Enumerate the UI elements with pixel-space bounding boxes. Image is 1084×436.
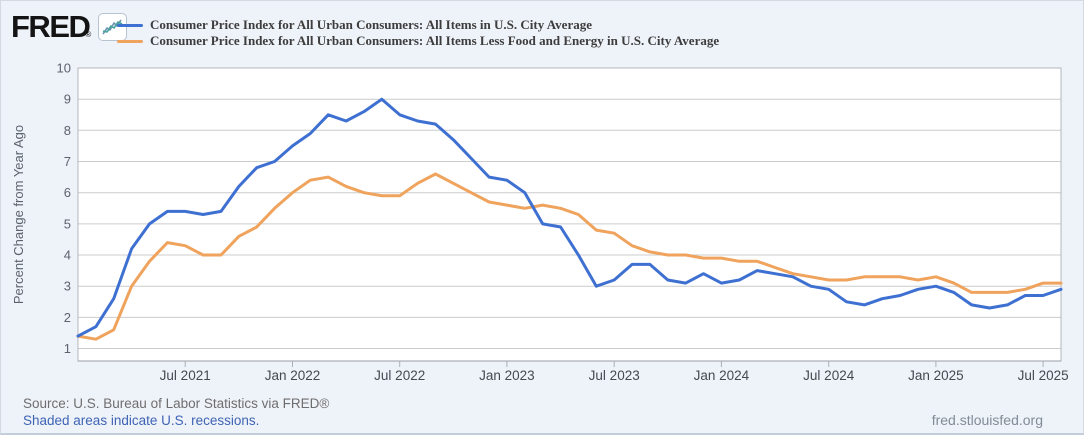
sparkline-chart-icon (98, 13, 128, 41)
svg-text:2: 2 (64, 310, 71, 325)
legend-label: Consumer Price Index for All Urban Consu… (150, 33, 720, 48)
fred-logo-text: FRED (11, 9, 91, 44)
svg-text:9: 9 (64, 92, 71, 107)
svg-text:Jul 2025: Jul 2025 (1018, 368, 1069, 383)
y-axis-title: Percent Change from Year Ago (11, 124, 26, 305)
chart-footer: Source: U.S. Bureau of Labor Statistics … (23, 396, 329, 429)
svg-text:Jan 2023: Jan 2023 (479, 368, 535, 383)
chart-legend: Consumer Price Index for All Urban Consu… (117, 17, 719, 49)
svg-text:Jul 2022: Jul 2022 (374, 368, 425, 383)
svg-text:10: 10 (57, 61, 71, 76)
svg-text:1: 1 (64, 341, 71, 356)
legend-item-core: Consumer Price Index for All Urban Consu… (117, 33, 719, 49)
svg-text:3: 3 (64, 279, 71, 294)
svg-text:4: 4 (64, 248, 71, 263)
svg-text:Jul 2021: Jul 2021 (160, 368, 211, 383)
svg-text:7: 7 (64, 154, 71, 169)
legend-item-all-items: Consumer Price Index for All Urban Consu… (117, 17, 719, 33)
svg-text:Jul 2024: Jul 2024 (803, 368, 855, 383)
legend-swatch-blue (117, 23, 143, 27)
svg-text:Jan 2024: Jan 2024 (694, 368, 750, 383)
fred-logo[interactable]: FRED ® (11, 9, 128, 44)
fred-site-link[interactable]: fred.stlouisfed.org (931, 412, 1043, 428)
svg-text:Jan 2022: Jan 2022 (265, 368, 321, 383)
source-text: Source: U.S. Bureau of Labor Statistics … (23, 396, 330, 411)
svg-text:6: 6 (64, 185, 71, 200)
registered-mark: ® (85, 30, 92, 39)
svg-text:Jul 2023: Jul 2023 (589, 368, 640, 383)
svg-text:8: 8 (64, 123, 71, 138)
svg-text:Jan 2025: Jan 2025 (908, 368, 964, 383)
legend-label: Consumer Price Index for All Urban Consu… (150, 17, 592, 32)
recession-note-link[interactable]: Shaded areas indicate U.S. recessions. (23, 412, 260, 428)
legend-swatch-orange (117, 39, 143, 43)
svg-text:5: 5 (64, 216, 71, 231)
